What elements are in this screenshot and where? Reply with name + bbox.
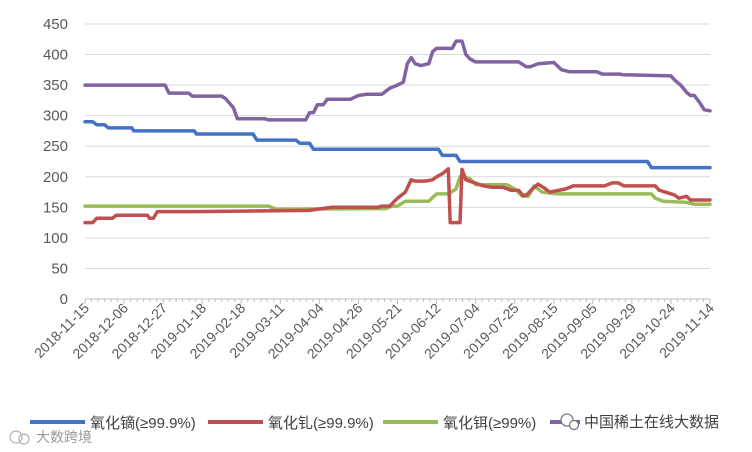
y-tick-label: 400 [43,47,68,64]
series-line-0 [83,120,712,170]
y-tick-label: 350 [43,77,68,94]
legend-label-dysprosium: 氧化镝(≥99.9%) [90,414,196,432]
y-tick-label: 200 [43,169,68,186]
y-tick-label: 150 [43,199,68,216]
y-axis-ticks: 0 50 100 150 200 250 300 350 400 450 [43,16,68,308]
series-line-1 [83,167,712,225]
watermark-text: 大数跨境 [36,429,92,445]
y-tick-label: 250 [43,138,68,155]
legend-label-erbium: 氧化铒(≥99%) [443,415,536,432]
y-tick-label: 100 [43,230,68,247]
legend-label-gadolinium: 氧化钆(≥99.9%) [268,415,374,432]
y-tick-label: 450 [43,16,68,33]
y-tick-label: 50 [51,260,68,277]
legend: 氧化镝(≥99.9%) 氧化钆(≥99.9%) 氧化铒(≥99%) 中国稀土在线… [30,413,719,432]
series-line-3 [83,39,712,122]
y-tick-label: 0 [60,291,68,308]
watermark: 大数跨境 [9,429,92,445]
wechat-account-name: 中国稀土在线大数据 [584,414,719,431]
watermark-logo-icon [9,430,30,445]
wechat-icon [560,413,580,431]
y-tick-label: 300 [43,108,68,125]
series-lines [83,39,712,225]
